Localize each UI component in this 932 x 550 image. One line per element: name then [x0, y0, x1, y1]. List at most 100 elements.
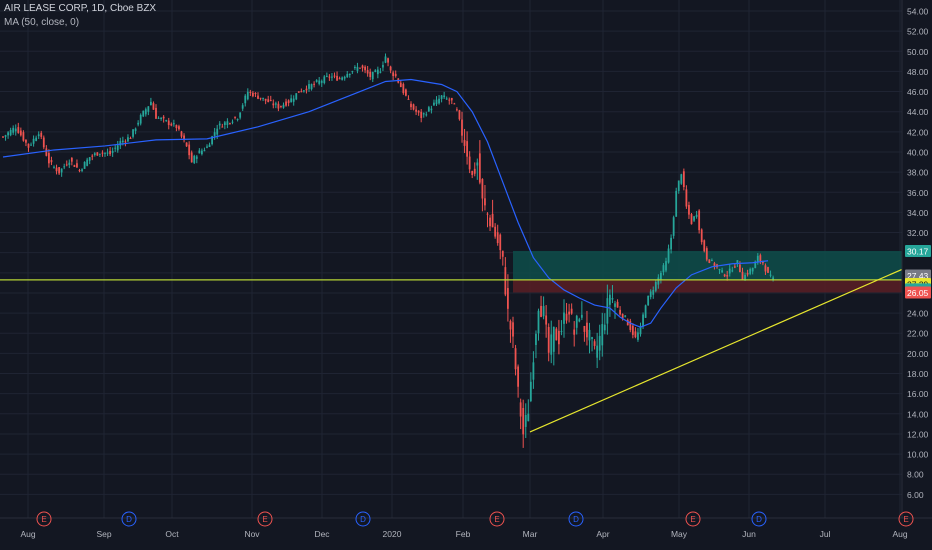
candle-body: [458, 110, 461, 120]
y-tick-label: 22.00: [907, 329, 929, 339]
candle-body: [188, 144, 191, 156]
candle-body: [723, 274, 726, 277]
candle-body: [9, 129, 12, 136]
candle-body: [537, 310, 540, 334]
candle-body: [119, 141, 122, 146]
candle-body: [272, 103, 275, 106]
candle-body: [4, 135, 7, 137]
event-marker-label: D: [756, 515, 762, 524]
candle-body: [241, 105, 244, 109]
y-tick-label: 34.00: [907, 208, 929, 218]
event-marker: [121, 511, 137, 527]
candle-body: [545, 315, 548, 325]
candle-body: [262, 97, 264, 99]
candle-body: [55, 167, 58, 172]
candle-body: [496, 232, 499, 244]
y-tick-label: 8.00: [907, 470, 924, 480]
candle-body: [91, 155, 94, 157]
candle-body: [575, 315, 578, 328]
candle-body: [680, 174, 683, 184]
candle-body: [614, 303, 616, 307]
candle-body: [535, 333, 537, 345]
candle-body: [606, 298, 609, 324]
event-marker-label: E: [494, 515, 499, 524]
candle-body: [63, 166, 66, 168]
candle-body: [593, 341, 596, 346]
candle-body: [468, 156, 471, 170]
candle-body: [104, 152, 106, 154]
candle-body: [466, 141, 468, 157]
candle-body: [499, 234, 502, 251]
candle-body: [132, 129, 134, 137]
candle-body: [486, 213, 489, 215]
candle-body: [741, 271, 744, 281]
candle-body: [507, 288, 509, 309]
candle-body: [25, 139, 27, 143]
candle-body: [27, 143, 30, 148]
price-label: 26.05: [907, 288, 929, 298]
candle-body: [642, 314, 644, 327]
candle-body: [195, 156, 198, 159]
x-tick-label: Dec: [314, 529, 330, 539]
candle-body: [226, 121, 229, 126]
candle-body: [116, 145, 119, 151]
y-tick-label: 48.00: [907, 67, 929, 77]
candle-body: [532, 362, 535, 380]
candle-body: [73, 165, 76, 167]
candle-body: [756, 255, 759, 262]
y-tick-label: 40.00: [907, 147, 929, 157]
candle-body: [354, 67, 356, 69]
candle-body: [348, 73, 351, 76]
candle-body: [517, 366, 519, 387]
candle-body: [305, 88, 308, 91]
x-tick-label: Oct: [165, 529, 179, 539]
candle-body: [234, 116, 236, 118]
candle-body: [417, 110, 420, 113]
x-tick-label: Jul: [820, 529, 831, 539]
candle-body: [295, 93, 298, 100]
candle-body: [310, 84, 313, 90]
candle-body: [183, 135, 185, 141]
candle-body: [772, 277, 774, 281]
candle-body: [14, 128, 17, 132]
candle-body: [711, 260, 713, 262]
candle-body: [2, 136, 4, 138]
x-tick-label: May: [671, 529, 688, 539]
candle-body: [369, 71, 372, 78]
candle-body: [586, 322, 588, 338]
indicator-label: MA (50, close, 0): [4, 17, 80, 28]
x-tick-label: Mar: [523, 529, 538, 539]
candle-body: [621, 313, 624, 319]
candle-body: [616, 301, 619, 308]
candle-body: [624, 315, 627, 317]
candle-body: [435, 99, 438, 105]
candle-body: [560, 330, 563, 332]
candle-body: [405, 89, 407, 96]
candle-body: [662, 265, 665, 273]
candle-body: [448, 99, 451, 101]
candle-body: [700, 229, 703, 243]
event-marker: [257, 511, 273, 527]
candle-body: [392, 72, 395, 77]
candle-body: [382, 64, 384, 68]
candle-body: [40, 132, 43, 137]
event-marker: [898, 511, 914, 527]
moving-average-line: [2, 78, 769, 328]
candle-body: [323, 76, 326, 83]
candle-body: [670, 237, 672, 250]
candle-body: [356, 66, 359, 71]
candle-body: [473, 168, 476, 174]
candle-body: [185, 142, 188, 147]
candle-body: [427, 107, 430, 112]
candle-body: [407, 98, 410, 100]
candle-body: [445, 98, 448, 100]
candle-body: [580, 314, 583, 318]
x-tick-label: Jun: [742, 529, 756, 539]
x-tick-label: Nov: [244, 529, 260, 539]
candle-body: [290, 98, 293, 103]
candle-body: [216, 128, 219, 135]
candle-body: [318, 80, 321, 84]
candle-body: [366, 70, 369, 74]
